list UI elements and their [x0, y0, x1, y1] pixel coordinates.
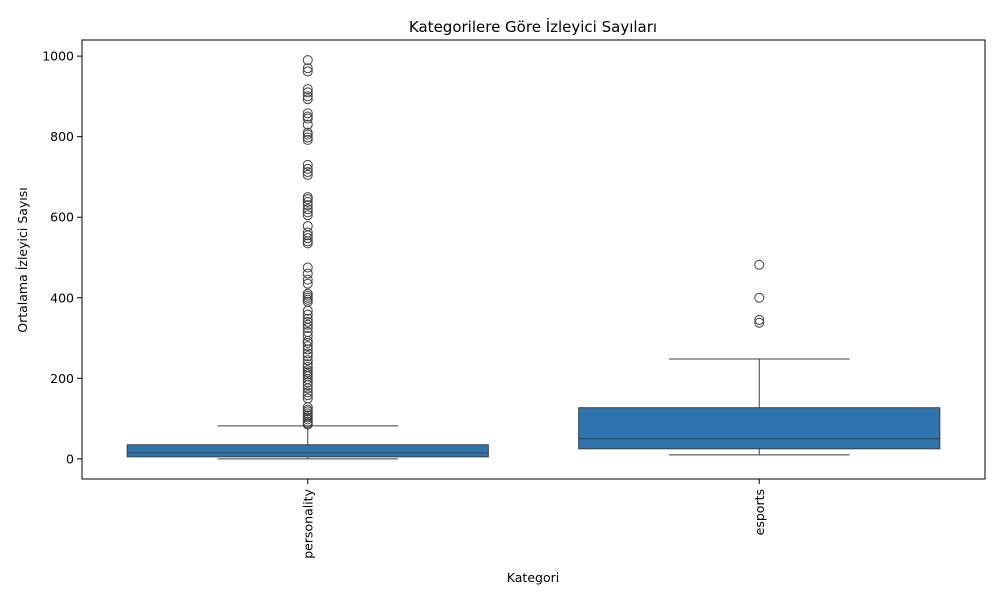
- outlier-point: [302, 169, 313, 180]
- outlier-point: [302, 359, 313, 370]
- outlier-point: [754, 292, 765, 303]
- outlier-point: [302, 348, 313, 359]
- outlier-point: [302, 362, 313, 373]
- outlier-point: [302, 200, 313, 211]
- outlier-point: [302, 108, 313, 119]
- outlier-point: [302, 55, 313, 66]
- outlier-point: [302, 127, 313, 138]
- outlier-point: [302, 159, 313, 170]
- outlier-point: [302, 134, 313, 145]
- outlier-point: [754, 259, 765, 270]
- y-tick-label: 800: [50, 129, 74, 144]
- outlier-point: [302, 278, 313, 289]
- outlier-point: [302, 326, 313, 337]
- outlier-point: [302, 94, 313, 105]
- outlier-point: [302, 119, 313, 130]
- outlier-point: [302, 313, 313, 324]
- outlier-point: [302, 233, 313, 244]
- chart-title: Kategorilere Göre İzleyici Sayıları: [409, 17, 657, 36]
- outlier-point: [302, 316, 313, 327]
- outlier-point: [302, 207, 313, 218]
- y-tick-label: 1000: [42, 49, 74, 64]
- outlier-point: [302, 111, 313, 122]
- outlier-point: [302, 221, 313, 232]
- outlier-point: [302, 210, 313, 221]
- outlier-point: [302, 351, 313, 362]
- outlier-point: [302, 84, 313, 95]
- outlier-point: [302, 87, 313, 98]
- outlier-point: [302, 262, 313, 273]
- outlier-point: [302, 393, 313, 404]
- outlier-point: [302, 341, 313, 352]
- y-tick-label: 600: [50, 210, 74, 225]
- outlier-point: [302, 204, 313, 215]
- outlier-point: [754, 317, 765, 328]
- outlier-point: [302, 377, 313, 388]
- outlier-point: [302, 66, 313, 77]
- outlier-point: [302, 163, 313, 174]
- outlier-point: [302, 288, 313, 299]
- x-tick-label: esports: [752, 489, 767, 535]
- plot-frame: [81, 39, 986, 480]
- outlier-point: [302, 319, 313, 330]
- plot-area: 0 200 400 600 800 1000 personality esports: [42, 49, 941, 559]
- outlier-point: [302, 268, 313, 279]
- x-axis-label: Kategori: [507, 570, 559, 585]
- outlier-point: [302, 344, 313, 355]
- outlier-point: [754, 314, 765, 325]
- outlier-point: [302, 331, 313, 342]
- y-tick-label: 200: [50, 371, 74, 386]
- outlier-point: [302, 167, 313, 178]
- outlier-point: [302, 196, 313, 207]
- outlier-point: [302, 192, 313, 203]
- box-personality: [126, 444, 489, 458]
- outlier-point: [302, 227, 313, 238]
- outlier-point: [302, 355, 313, 366]
- outlier-point: [302, 309, 313, 320]
- y-tick-label: 0: [66, 451, 74, 466]
- outlier-point: [302, 91, 313, 102]
- x-tick-label: personality: [300, 488, 315, 558]
- outlier-point: [302, 404, 313, 415]
- y-tick-label: 400: [50, 290, 74, 305]
- y-axis-label: Ortalama İzleyici Sayısı: [15, 187, 30, 333]
- outlier-point: [302, 387, 313, 398]
- outlier-point: [302, 63, 313, 74]
- outlier-point: [302, 132, 313, 143]
- outlier-point: [302, 390, 313, 401]
- outlier-point: [302, 274, 313, 285]
- box-esports: [578, 407, 941, 450]
- outlier-point: [302, 365, 313, 376]
- outlier-point: [302, 416, 313, 427]
